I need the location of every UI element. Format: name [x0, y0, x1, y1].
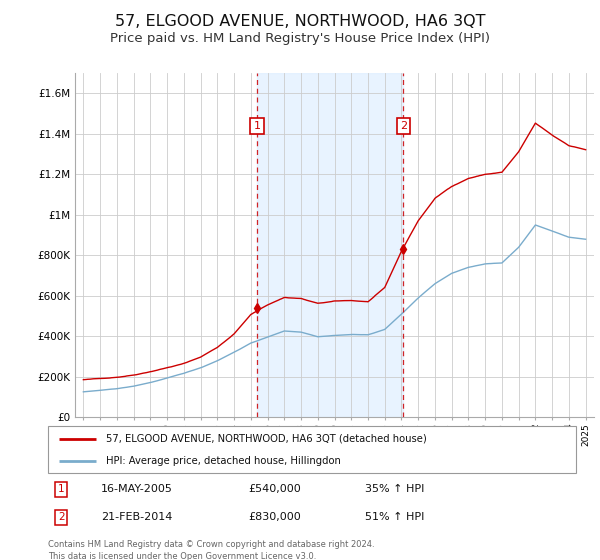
- Text: 57, ELGOOD AVENUE, NORTHWOOD, HA6 3QT: 57, ELGOOD AVENUE, NORTHWOOD, HA6 3QT: [115, 14, 485, 29]
- Text: Price paid vs. HM Land Registry's House Price Index (HPI): Price paid vs. HM Land Registry's House …: [110, 32, 490, 45]
- Text: 1: 1: [58, 484, 65, 494]
- FancyBboxPatch shape: [48, 426, 576, 473]
- Text: 16-MAY-2005: 16-MAY-2005: [101, 484, 173, 494]
- Text: 57, ELGOOD AVENUE, NORTHWOOD, HA6 3QT (detached house): 57, ELGOOD AVENUE, NORTHWOOD, HA6 3QT (d…: [106, 434, 427, 444]
- Text: 1: 1: [253, 121, 260, 131]
- Text: HPI: Average price, detached house, Hillingdon: HPI: Average price, detached house, Hill…: [106, 456, 341, 466]
- Text: Contains HM Land Registry data © Crown copyright and database right 2024.
This d: Contains HM Land Registry data © Crown c…: [48, 540, 374, 560]
- Bar: [257, 73, 403, 417]
- Text: £540,000: £540,000: [248, 484, 301, 494]
- Text: 35% ↑ HPI: 35% ↑ HPI: [365, 484, 424, 494]
- Text: 51% ↑ HPI: 51% ↑ HPI: [365, 512, 424, 522]
- Text: £830,000: £830,000: [248, 512, 301, 522]
- Text: 2: 2: [58, 512, 65, 522]
- Text: 2: 2: [400, 121, 407, 131]
- Text: 21-FEB-2014: 21-FEB-2014: [101, 512, 172, 522]
